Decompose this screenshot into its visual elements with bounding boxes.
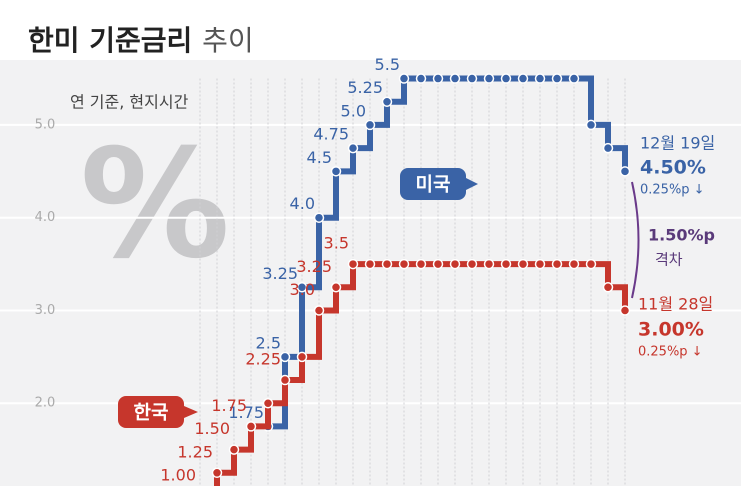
rate-point (364, 119, 376, 131)
rate-point (432, 73, 444, 84)
y-tick-label: 2.0 (35, 396, 56, 411)
value-label: 1.75 (211, 396, 247, 415)
value-label: 4.5 (307, 148, 332, 167)
rate-point (398, 258, 410, 270)
gap-bracket (631, 181, 640, 299)
header-bg (0, 0, 741, 60)
rate-point (585, 119, 597, 131)
rate-point (313, 305, 325, 316)
title-main: 한미 기준금리 (28, 24, 192, 57)
kr-tag-pointer (184, 406, 198, 418)
y-tick-label: 5.0 (35, 117, 56, 132)
rate-point (568, 73, 580, 84)
y-tick-label: 4.0 (35, 210, 56, 225)
rate-point (449, 73, 461, 84)
rate-point (330, 166, 342, 177)
us-date: 12월 19일 (640, 134, 715, 153)
value-label: 4.75 (313, 125, 349, 144)
rate-point (534, 73, 546, 84)
value-label: 2.5 (256, 333, 281, 352)
kr-change: 0.25%p ↓ (638, 345, 703, 360)
rate-point (279, 374, 291, 386)
chart-title: 한미 기준금리 추이 (28, 24, 254, 57)
value-label: 1.75 (228, 403, 264, 422)
kr-tag-label: 한국 (134, 402, 169, 424)
rate-point (262, 397, 274, 409)
rate-point (483, 73, 495, 84)
rate-point (211, 467, 223, 479)
rate-point (517, 258, 529, 270)
rate-point (398, 73, 410, 84)
value-label: 3.0 (290, 280, 315, 299)
value-label: 4.0 (290, 194, 315, 213)
y-tick-label: 3.0 (35, 303, 56, 318)
rate-point (279, 351, 291, 363)
value-label: 3.25 (262, 264, 298, 283)
rate-point (619, 305, 631, 316)
rate-point (551, 258, 563, 270)
rate-point (568, 258, 580, 270)
value-label: 3.5 (324, 234, 349, 253)
kr-date: 11월 28일 (638, 295, 713, 314)
value-label: 5.0 (341, 101, 366, 120)
gap-value: 1.50%p (648, 226, 715, 245)
subtitle: 연 기준, 현지시간 (70, 93, 189, 112)
us-tag-pointer (466, 178, 478, 190)
rate-point (619, 166, 631, 177)
rate-point (381, 258, 393, 270)
rate-point (330, 282, 342, 293)
rate-point (245, 421, 257, 432)
rate-point (364, 258, 376, 270)
kr-tag (118, 396, 184, 428)
us-rate: 4.50% (640, 157, 706, 179)
kr-rate: 3.00% (638, 319, 704, 341)
rate-point (415, 73, 427, 84)
rate-point (517, 73, 529, 84)
rate-point (534, 258, 546, 270)
us-change: 0.25%p ↓ (640, 183, 705, 198)
rate-point (415, 258, 427, 270)
value-label: 5.5 (375, 55, 400, 74)
value-label: 3.25 (296, 257, 332, 276)
rate-point (296, 282, 308, 293)
rate-point (500, 73, 512, 84)
rate-point (228, 444, 240, 455)
rate-point (500, 258, 512, 270)
rate-point (449, 258, 461, 270)
rate-point (296, 351, 308, 363)
title-light: 추이 (202, 24, 254, 57)
us-tag-label: 미국 (416, 174, 451, 196)
rate-point (381, 96, 393, 107)
rate-point (483, 258, 495, 270)
rate-point (466, 258, 478, 270)
rate-point (432, 258, 444, 270)
value-label: 1.50 (194, 419, 230, 438)
gap-label: 격차 (655, 251, 683, 269)
value-label: 2.25 (245, 350, 281, 369)
rate-point (602, 282, 614, 293)
rate-point (313, 212, 325, 223)
rate-point (585, 258, 597, 270)
rate-point (347, 142, 359, 154)
us-tag (400, 168, 466, 200)
rate-point (347, 258, 359, 270)
rate-point (466, 73, 478, 84)
value-label: 5.25 (347, 78, 383, 97)
value-label: 1.00 (160, 466, 196, 485)
rate-point (602, 142, 614, 154)
value-label: 1.25 (177, 442, 213, 461)
rate-point (551, 73, 563, 84)
percent-decoration: % (80, 118, 230, 292)
